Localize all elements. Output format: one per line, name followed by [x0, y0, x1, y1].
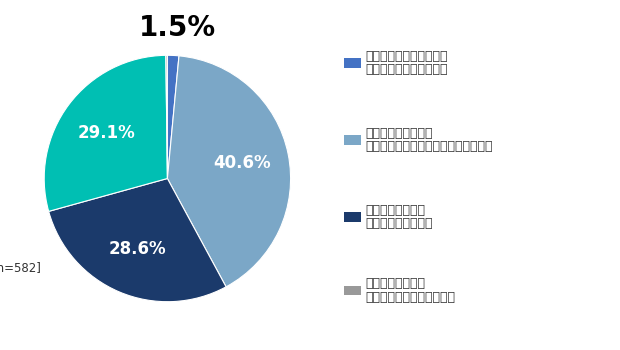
- Wedge shape: [166, 55, 167, 178]
- Wedge shape: [167, 55, 179, 178]
- Text: 望ましい結果が出ている: 望ましい結果が出ている: [366, 63, 448, 76]
- Text: [n=582]: [n=582]: [0, 261, 42, 274]
- Text: さらなる改善や追加施策が必要である: さらなる改善や追加施策が必要である: [366, 140, 494, 153]
- Text: 社内で検討している: 社内で検討している: [366, 217, 433, 230]
- Text: 1.5%: 1.5%: [139, 14, 216, 42]
- Wedge shape: [44, 55, 167, 211]
- Wedge shape: [48, 178, 226, 302]
- Text: 十分に取り組んでおり、: 十分に取り組んでおり、: [366, 50, 448, 63]
- Wedge shape: [167, 56, 291, 287]
- Text: 29.1%: 29.1%: [78, 124, 135, 142]
- Text: 28.6%: 28.6%: [108, 240, 166, 258]
- Text: 取り組みについて: 取り組みについて: [366, 277, 426, 290]
- Text: 40.6%: 40.6%: [213, 154, 271, 172]
- Text: 社内でまだ検討していない: 社内でまだ検討していない: [366, 290, 456, 304]
- Text: 取り組んでいるが、: 取り組んでいるが、: [366, 127, 433, 140]
- Text: 取り組みについて: 取り組みについて: [366, 204, 426, 217]
